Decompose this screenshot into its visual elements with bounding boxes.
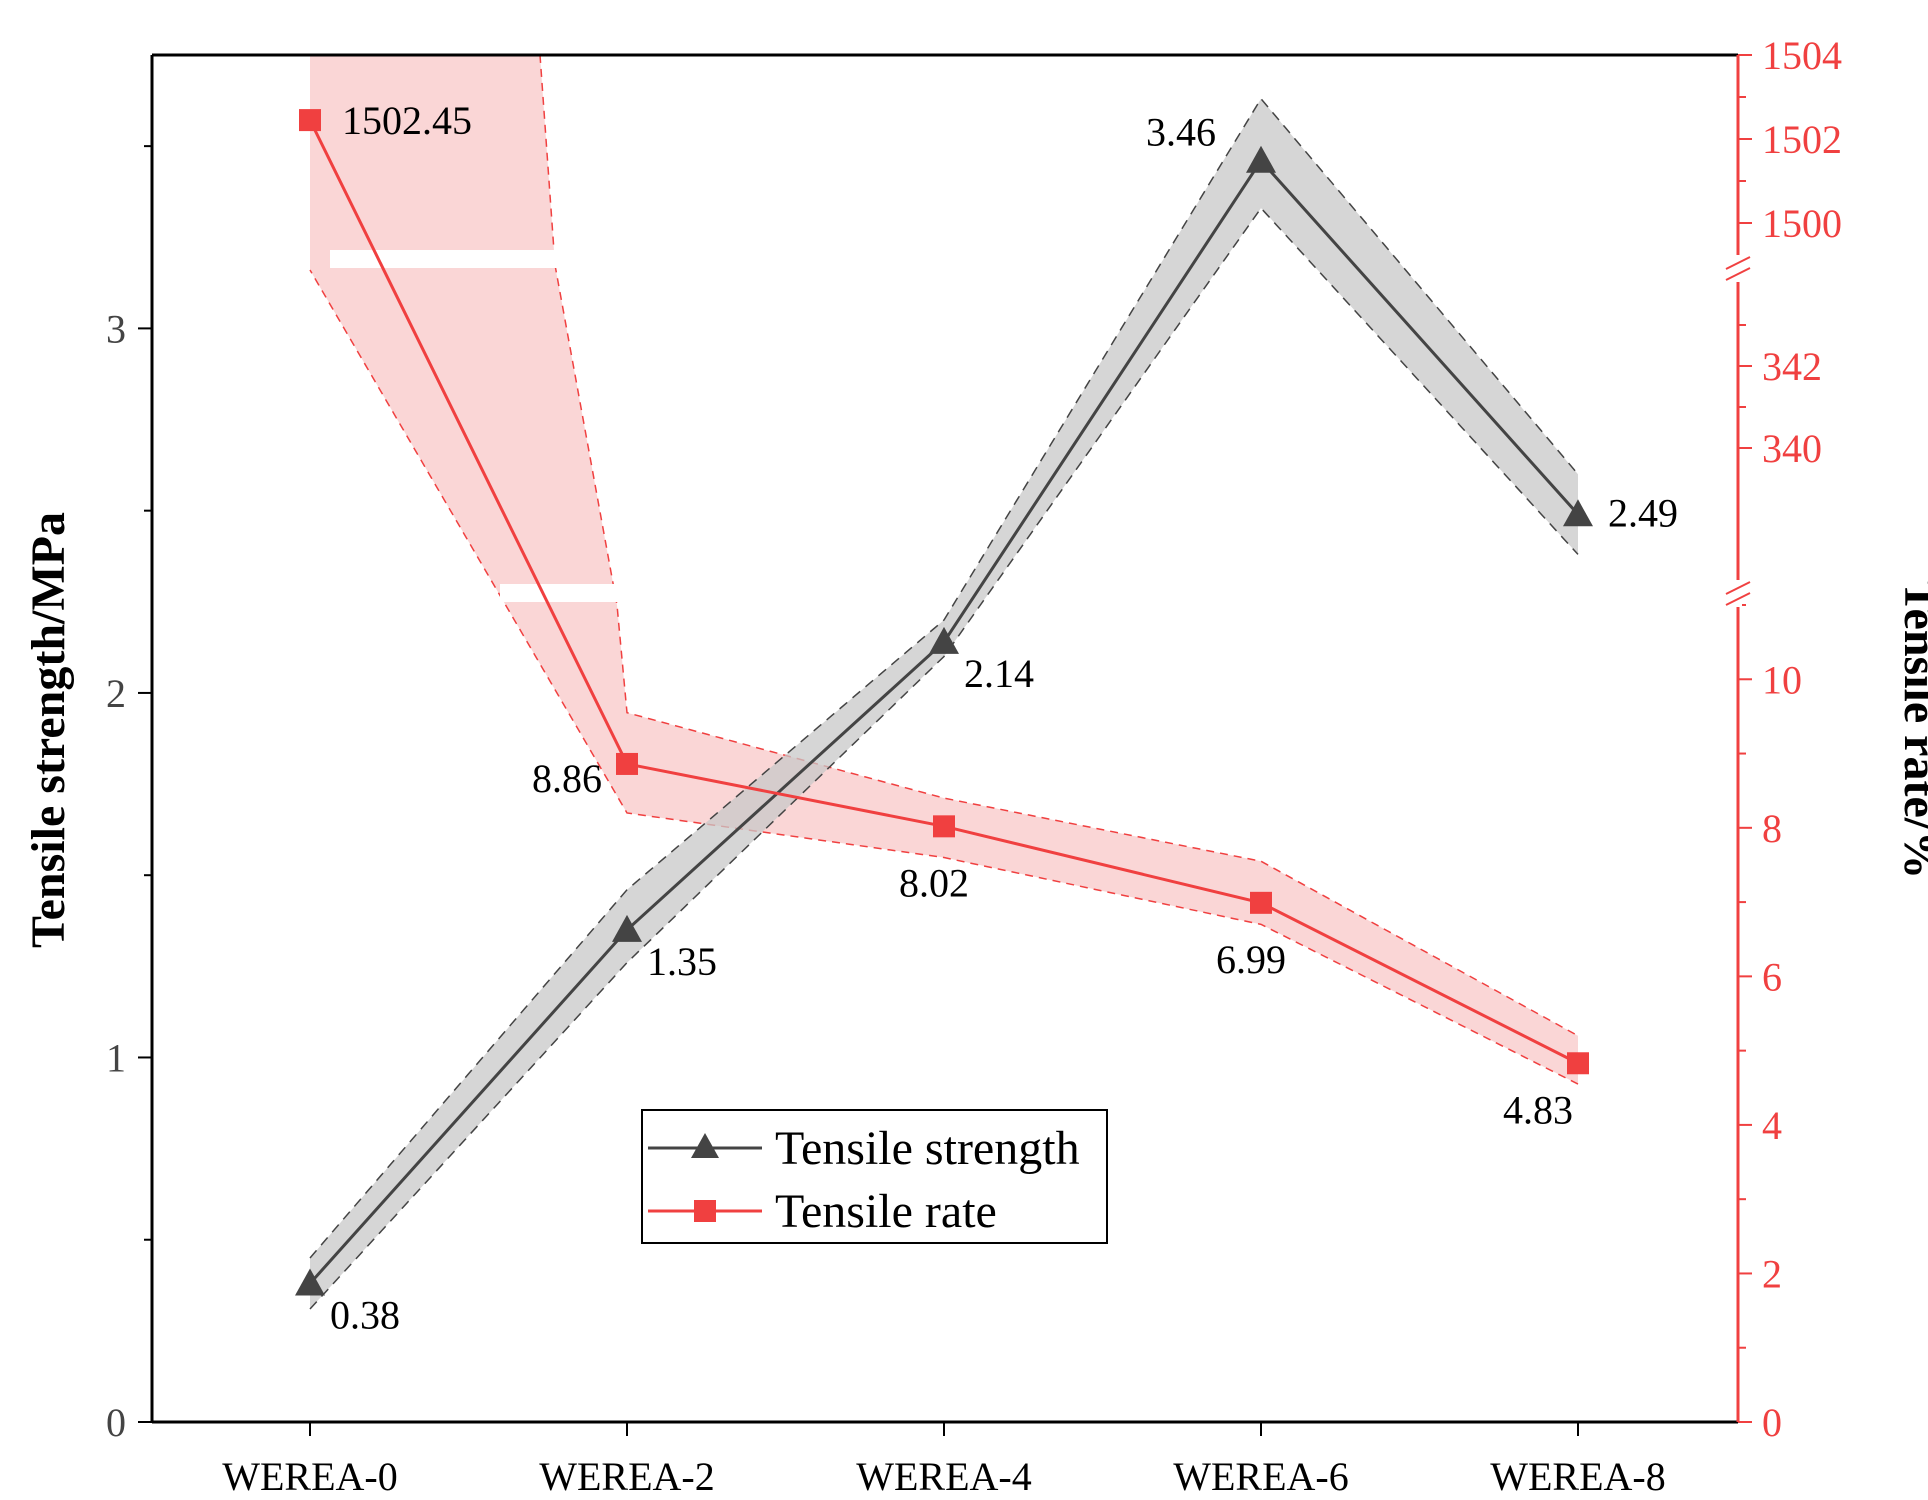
y-left-tick-label: 2: [106, 671, 126, 716]
x-tick-label: WEREA-0: [222, 1454, 398, 1499]
tensile-rate-marker: [299, 109, 321, 131]
tensile-rate-data-label: 4.83: [1503, 1087, 1573, 1132]
tensile-rate-band: [310, 55, 1578, 1084]
tensile-rate-marker: [1567, 1052, 1589, 1074]
x-tick-label: WEREA-4: [856, 1454, 1032, 1499]
y-right-tick-label: 6: [1762, 954, 1782, 999]
x-tick-label: WEREA-6: [1173, 1454, 1349, 1499]
y-right-tick-label: 0: [1762, 1400, 1782, 1445]
legend-label-tensile-strength: Tensile strength: [775, 1122, 1080, 1175]
tensile-strength-data-label: 1.35: [647, 939, 717, 984]
y-right-tick-label: 8: [1762, 806, 1782, 851]
x-tick-label: WEREA-8: [1490, 1454, 1666, 1499]
y-right-tick-label: 340: [1762, 426, 1822, 471]
axis-break-gap-upper: [330, 250, 570, 268]
y-right-tick-label: 1504: [1762, 33, 1842, 78]
tensile-rate-data-label: 8.02: [899, 860, 969, 905]
tensile-strength-data-label: 2.14: [964, 651, 1034, 696]
y-right-tick-label: 1500: [1762, 201, 1842, 246]
y-left-axis-title: Tensile strength/MPa: [22, 512, 75, 948]
legend-marker-square: [694, 1200, 716, 1222]
y-right-break-gap: [1734, 255, 1742, 282]
tensile-rate-marker: [1250, 892, 1272, 914]
legend-label-tensile-rate: Tensile rate: [775, 1185, 997, 1238]
x-tick-label: WEREA-2: [539, 1454, 715, 1499]
tensile-rate-data-label: 6.99: [1216, 937, 1286, 982]
axis-break-gap-lower: [500, 584, 620, 602]
y-right-tick-label: 10: [1762, 657, 1802, 702]
y-right-tick-label: 2: [1762, 1251, 1782, 1296]
tensile-rate-data-label: 1502.45: [342, 98, 472, 143]
tensile-rate-marker: [933, 815, 955, 837]
y-right-tick-label: 342: [1762, 344, 1822, 389]
y-right-break-gap: [1734, 580, 1742, 607]
tensile-rate-data-label: 8.86: [532, 756, 602, 801]
tensile-strength-data-label: 2.49: [1608, 490, 1678, 535]
legend: Tensile strength Tensile rate: [642, 1110, 1107, 1243]
tensile-strength-data-label: 0.38: [330, 1292, 400, 1337]
y-left-tick-label: 3: [106, 306, 126, 351]
y-left-tick-label: 1: [106, 1035, 126, 1080]
y-right-tick-label: 4: [1762, 1103, 1782, 1148]
y-left-tick-label: 0: [106, 1400, 126, 1445]
chart: 0.38 1.35 2.14 3.46 2.49 1502.45 8.86 8.02 6.99 4…: [0, 0, 1928, 1500]
tensile-rate-marker: [616, 753, 638, 775]
tensile-strength-data-label: 3.46: [1146, 110, 1216, 155]
y-right-axis-title: Tensile rate/%: [1894, 581, 1928, 879]
y-right-tick-label: 1502: [1762, 117, 1842, 162]
